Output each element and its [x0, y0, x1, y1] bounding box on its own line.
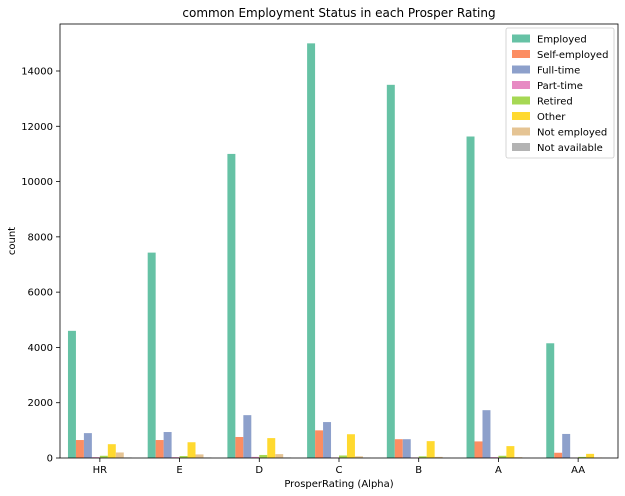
bar-employed-hr — [67, 330, 76, 458]
bar-employed-b — [386, 84, 395, 458]
bar-not-employed-hr — [115, 452, 124, 458]
bar-employed-c — [307, 43, 316, 458]
bar-other-e — [187, 442, 196, 458]
bar-part-time-a — [490, 457, 499, 458]
x-tick-label: C — [336, 465, 343, 476]
bar-employed-aa — [546, 343, 555, 458]
y-tick-label: 12000 — [21, 122, 53, 133]
legend-frame — [505, 27, 615, 159]
y-tick-label: 8000 — [28, 232, 53, 243]
bar-part-time-hr — [91, 457, 100, 458]
bar-employed-e — [147, 252, 156, 458]
legend-entry: Retired — [537, 97, 573, 108]
bar-other-d — [267, 438, 276, 458]
y-tick-label: 2000 — [28, 398, 53, 409]
bar-retired-hr — [99, 455, 108, 458]
bar-not-employed-c — [354, 456, 363, 458]
bar-not-employed-a — [514, 457, 523, 458]
bar-employed-d — [227, 153, 236, 459]
bar-other-a — [506, 446, 515, 458]
bar-full-time-a — [482, 410, 491, 458]
legend-entry: Part-time — [537, 81, 583, 92]
legend-swatch — [512, 50, 530, 58]
bar-full-time-aa — [562, 433, 571, 458]
bar-retired-aa — [578, 456, 587, 458]
legend-entry: Not available — [537, 143, 603, 154]
bar-full-time-d — [243, 415, 252, 458]
bar-other-aa — [586, 453, 595, 458]
legend-swatch — [512, 143, 530, 151]
legend-swatch — [512, 96, 530, 105]
x-tick-label: B — [415, 465, 422, 476]
legend-swatch — [512, 34, 530, 43]
bar-part-time-e — [171, 457, 180, 458]
legend: Employed Self-employed Full-time Part-time R… — [505, 27, 615, 159]
x-tick-label: AA — [571, 465, 585, 476]
y-axis-label: count — [7, 227, 18, 255]
y-tick-label: 10000 — [21, 177, 53, 188]
bar-full-time-e — [163, 432, 172, 458]
bar-retired-a — [498, 455, 507, 458]
bar-full-time-b — [402, 439, 411, 458]
bar-not-employed-d — [275, 454, 284, 458]
x-tick-label: E — [176, 465, 182, 476]
bar-self-employed-hr — [75, 440, 84, 458]
bar-other-b — [426, 441, 435, 458]
bar-part-time-d — [251, 456, 260, 458]
bar-other-c — [346, 434, 355, 458]
y-tick-label: 6000 — [28, 288, 53, 299]
bar-self-employed-e — [155, 440, 164, 458]
legend-entry: Full-time — [537, 66, 580, 77]
legend-swatch — [512, 81, 530, 89]
x-axis-label: ProsperRating (Alpha) — [284, 479, 393, 490]
y-tick-label: 4000 — [28, 343, 53, 354]
legend-entry: Self-employed — [537, 50, 608, 61]
x-tick-label: A — [495, 465, 502, 476]
bar-self-employed-a — [474, 441, 483, 458]
legend-swatch — [512, 65, 530, 74]
bar-self-employed-d — [235, 436, 244, 458]
chart-title: common Employment Status in each Prosper… — [182, 6, 495, 20]
bar-self-employed-aa — [554, 452, 563, 458]
bar-self-employed-c — [315, 430, 324, 458]
x-tick-label: D — [255, 465, 263, 476]
bar-retired-c — [339, 455, 347, 458]
bars-group — [67, 43, 611, 459]
legend-swatch — [512, 112, 530, 120]
bar-not-employed-e — [195, 454, 204, 458]
bar-other-hr — [107, 444, 116, 458]
legend-entry: Other — [537, 112, 566, 123]
y-tick-label: 0 — [47, 454, 53, 465]
bar-self-employed-b — [394, 439, 403, 458]
x-tick-label: HR — [93, 465, 108, 476]
bar-retired-d — [259, 454, 268, 458]
bar-retired-e — [179, 456, 188, 458]
bar-retired-b — [418, 456, 427, 458]
bar-full-time-c — [323, 422, 332, 458]
legend-entry: Not employed — [537, 128, 607, 139]
bar-not-employed-b — [434, 456, 443, 458]
legend-swatch — [512, 127, 530, 136]
legend-entry: Employed — [537, 35, 587, 46]
bar-employed-a — [466, 136, 475, 458]
bar-full-time-hr — [83, 433, 92, 458]
y-tick-label: 14000 — [21, 66, 53, 77]
